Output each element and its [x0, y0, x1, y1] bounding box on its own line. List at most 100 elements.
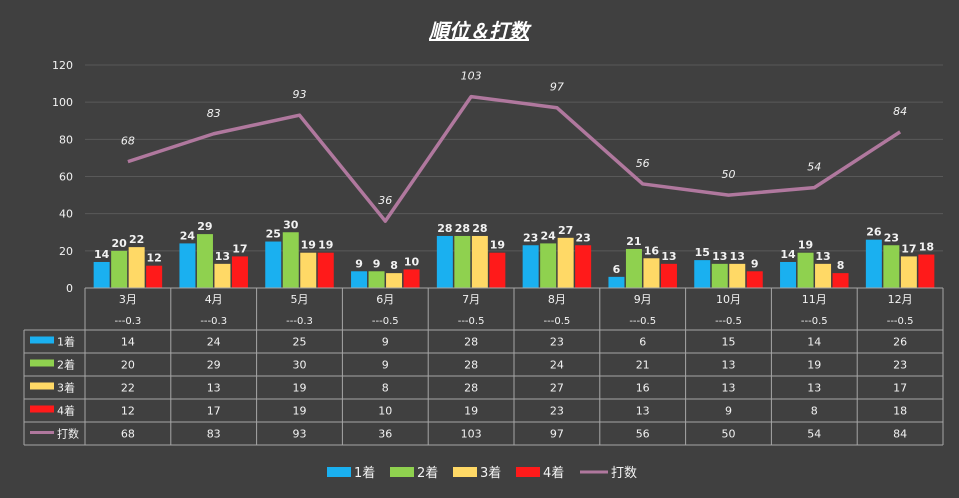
bar — [351, 271, 368, 288]
table-cell: 22 — [121, 382, 135, 395]
line-data-label: 84 — [893, 105, 907, 118]
table-legend-key — [30, 359, 54, 367]
bar-data-label: 27 — [558, 224, 573, 237]
table-cell: 54 — [807, 428, 821, 441]
x-category-sublabel: ---0.5 — [887, 316, 914, 327]
table-cell: 24 — [550, 359, 564, 372]
bar — [918, 254, 935, 288]
line-data-label: 68 — [121, 135, 135, 148]
x-category-sublabel: ---0.3 — [286, 316, 313, 327]
x-category-sublabel: ---0.5 — [458, 316, 485, 327]
bar — [436, 235, 453, 288]
bar — [643, 258, 660, 288]
bar — [815, 263, 832, 288]
table-cell: 19 — [464, 405, 478, 418]
line-data-label: 54 — [807, 161, 821, 174]
table-cell: 68 — [121, 428, 135, 441]
table-cell: 14 — [807, 336, 821, 349]
bar-data-label: 6 — [613, 263, 621, 276]
table-cell: 50 — [722, 428, 736, 441]
bar-data-label: 23 — [523, 231, 538, 244]
y-tick-label: 100 — [52, 96, 73, 109]
legend-key — [453, 467, 477, 477]
table-cell: 36 — [378, 428, 392, 441]
legend-label: 打数 — [611, 466, 637, 481]
bar — [403, 269, 420, 288]
bar — [557, 237, 574, 288]
x-category-label: 7月 — [462, 293, 480, 306]
table-cell: 13 — [722, 382, 736, 395]
bar-data-label: 28 — [437, 222, 452, 235]
legend-key — [327, 467, 351, 477]
table-series-name: 打数 — [57, 427, 79, 441]
line-data-label: 93 — [293, 88, 307, 101]
bar — [368, 271, 385, 288]
line-data-label: 97 — [550, 81, 564, 94]
table-cell: 17 — [893, 382, 907, 395]
table-cell: 19 — [293, 405, 307, 418]
bar-data-label: 28 — [472, 222, 487, 235]
table-cell: 83 — [207, 428, 221, 441]
bar — [300, 252, 317, 288]
table-series-name: 4着 — [57, 404, 75, 418]
bar-data-label: 9 — [373, 257, 381, 270]
table-series-name: 3着 — [57, 381, 75, 395]
x-category-sublabel: ---0.3 — [115, 316, 142, 327]
bar-data-label: 19 — [490, 239, 505, 252]
bar — [265, 241, 282, 288]
bar — [214, 263, 231, 288]
bar-data-label: 9 — [355, 257, 363, 270]
bar — [196, 234, 213, 288]
table-cell: 28 — [464, 382, 478, 395]
bar-data-label: 20 — [111, 237, 127, 250]
y-tick-label: 80 — [59, 133, 73, 146]
bar-data-label: 23 — [884, 231, 899, 244]
bar-data-label: 10 — [404, 255, 420, 268]
table-series-name: 2着 — [57, 358, 75, 372]
table-cell: 93 — [293, 428, 307, 441]
table-cell: 13 — [722, 359, 736, 372]
bar — [471, 235, 488, 288]
bar-data-label: 23 — [575, 231, 590, 244]
table-cell: 15 — [722, 336, 736, 349]
table-cell: 6 — [639, 336, 646, 349]
x-category-sublabel: ---0.5 — [715, 316, 742, 327]
bar-data-label: 14 — [94, 248, 110, 261]
x-category-label: 5月 — [291, 293, 309, 306]
bar-data-label: 25 — [266, 228, 281, 241]
bar-data-label: 8 — [837, 259, 845, 272]
bar — [865, 239, 882, 288]
table-cell: 21 — [636, 359, 650, 372]
bar-data-label: 19 — [798, 239, 813, 252]
bar-data-label: 17 — [901, 242, 916, 255]
table-cell: 56 — [636, 428, 650, 441]
bar — [282, 232, 299, 288]
bar-data-label: 21 — [626, 235, 641, 248]
bar — [746, 271, 763, 288]
table-cell: 19 — [293, 382, 307, 395]
x-category-label: 8月 — [548, 293, 566, 306]
bar — [489, 252, 506, 288]
table-cell: 16 — [636, 382, 650, 395]
line-data-label: 103 — [461, 70, 482, 83]
bar-data-label: 22 — [129, 233, 144, 246]
bar — [522, 245, 539, 288]
table-cell: 24 — [207, 336, 221, 349]
x-category-label: 11月 — [802, 293, 827, 306]
bar-data-label: 15 — [695, 246, 710, 259]
x-category-sublabel: ---0.5 — [801, 316, 828, 327]
bar-data-label: 13 — [661, 250, 676, 263]
bar — [729, 263, 746, 288]
bar-data-label: 12 — [146, 252, 161, 265]
x-category-label: 3月 — [119, 293, 137, 306]
x-category-label: 10月 — [716, 293, 741, 306]
bar-data-label: 13 — [215, 250, 230, 263]
table-cell: 26 — [893, 336, 907, 349]
table-cell: 19 — [807, 359, 821, 372]
bar-data-label: 13 — [730, 250, 745, 263]
legend-label: 3着 — [480, 465, 501, 481]
table-cell: 23 — [893, 359, 907, 372]
x-category-label: 12月 — [888, 293, 913, 306]
